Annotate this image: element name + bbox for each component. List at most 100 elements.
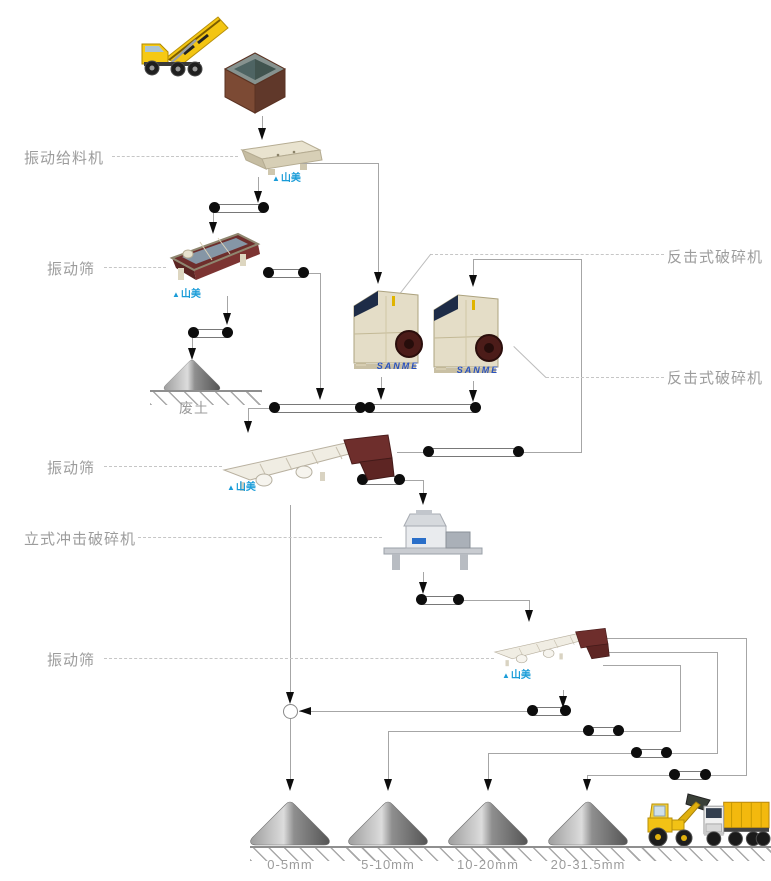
- flow-line: [388, 731, 681, 732]
- conveyor-pulley: [513, 446, 524, 457]
- conveyor-pulley: [560, 705, 571, 716]
- flow-line: [473, 381, 474, 391]
- conveyor-pulley: [527, 705, 538, 716]
- pile-label: 5-10mm: [361, 857, 415, 872]
- conveyor-pulley: [583, 725, 594, 736]
- label-leader: [112, 156, 238, 157]
- flow-line: [192, 337, 193, 349]
- conveyor-pulley: [416, 594, 427, 605]
- label-leader: [546, 377, 664, 378]
- flow-line: [587, 775, 588, 780]
- flow-arrow: [299, 707, 311, 715]
- conveyor-pulley: [423, 446, 434, 457]
- sanme-logo-text: 山美: [235, 482, 256, 493]
- conveyor-pulley: [613, 725, 624, 736]
- flow-line: [717, 652, 718, 753]
- pile-0-5mm-image: [248, 799, 332, 847]
- flow-line: [518, 452, 582, 453]
- conveyor-symbol: [263, 267, 309, 278]
- sanme-logo-text: 山美: [510, 670, 531, 681]
- conveyor-symbol: [209, 202, 269, 213]
- flow-line: [213, 212, 214, 223]
- conveyor-pulley: [661, 747, 672, 758]
- sanme-logo: ▲山美: [227, 478, 256, 493]
- flow-line: [488, 753, 718, 754]
- flow-line: [746, 638, 747, 775]
- conveyor-pulley: [631, 747, 642, 758]
- sanme-mountain-icon: ▲: [227, 483, 235, 492]
- conveyor-pulley: [258, 202, 269, 213]
- flow-line: [227, 296, 228, 314]
- flow-arrow: [377, 388, 385, 400]
- flow-line: [600, 638, 747, 639]
- flow-arrow: [419, 493, 427, 505]
- flow-line: [381, 377, 382, 389]
- conveyor-symbol: [423, 446, 524, 457]
- junction-node: [283, 704, 298, 719]
- flow-line: [299, 711, 532, 712]
- flow-line: [680, 665, 681, 731]
- conveyor-pulley: [298, 267, 309, 278]
- flow-arrow: [484, 779, 492, 791]
- label-vibrating-screen-2: 振动筛: [47, 460, 96, 477]
- sanme-mountain-icon: ▲: [272, 174, 280, 183]
- conveyor-pulley: [188, 327, 199, 338]
- label-leader: [513, 346, 547, 378]
- wheel-loader-image: [647, 793, 711, 847]
- waste-pile-image: [162, 358, 222, 392]
- vsi-crusher-image: [383, 510, 483, 570]
- sanme-logo-text: 山美: [180, 289, 201, 300]
- sanme-logo: ▲山美: [172, 285, 201, 300]
- label-waste-pile: 废土: [179, 400, 209, 416]
- flow-line: [248, 408, 274, 409]
- flow-line: [473, 259, 581, 260]
- label-impact-crusher-2: 反击式破碎机: [667, 370, 764, 387]
- label-impact-crusher-1: 反击式破碎机: [667, 249, 764, 266]
- flow-line: [529, 600, 530, 611]
- conveyor-pulley: [355, 402, 366, 413]
- flow-arrow: [188, 348, 196, 360]
- flow-arrow: [316, 388, 324, 400]
- flow-line: [473, 259, 474, 276]
- conveyor-pulley: [364, 402, 375, 413]
- pile-label: 10-20mm: [457, 857, 519, 872]
- flow-line: [399, 480, 424, 481]
- hopper-image: [223, 52, 287, 114]
- conveyor-pulley: [222, 327, 233, 338]
- flow-line: [423, 480, 424, 494]
- conveyor-symbol: [416, 594, 464, 605]
- flow-arrow: [469, 275, 477, 287]
- conveyor-symbol: [669, 769, 711, 780]
- flow-line: [248, 408, 249, 422]
- conveyor-symbol: [527, 705, 571, 716]
- sanme-logo: ▲山美: [272, 169, 301, 184]
- flow-line: [397, 452, 428, 453]
- flow-arrow: [258, 128, 266, 140]
- pile-20-31.5mm-image: [546, 799, 630, 847]
- conveyor-symbol: [583, 725, 624, 736]
- flow-line: [258, 177, 259, 192]
- flow-line: [458, 600, 530, 601]
- conveyor-pulley: [470, 402, 481, 413]
- conveyor-symbol: [364, 402, 481, 413]
- sanme-logo-text: 山美: [280, 173, 301, 184]
- flow-line: [290, 505, 291, 693]
- dump-truck-image: [141, 16, 229, 77]
- flow-line: [587, 775, 747, 776]
- conveyor-pulley: [209, 202, 220, 213]
- sanme-wordmark: SANME: [376, 361, 420, 371]
- flow-line: [303, 273, 321, 274]
- conveyor-symbol: [188, 327, 233, 338]
- truck-bed: [723, 801, 770, 829]
- flow-arrow: [286, 692, 294, 704]
- flow-arrow: [525, 610, 533, 622]
- conveyor-symbol: [631, 747, 672, 758]
- flow-arrow: [559, 696, 567, 708]
- pile-label: 0-5mm: [267, 857, 313, 872]
- flow-line: [423, 572, 424, 583]
- vibrating-feeder-image: [240, 140, 323, 175]
- haul-truck-image: [703, 801, 771, 847]
- vibrating-screen-1-image: [169, 232, 261, 280]
- label-vibrating-screen-1: 振动筛: [47, 261, 96, 278]
